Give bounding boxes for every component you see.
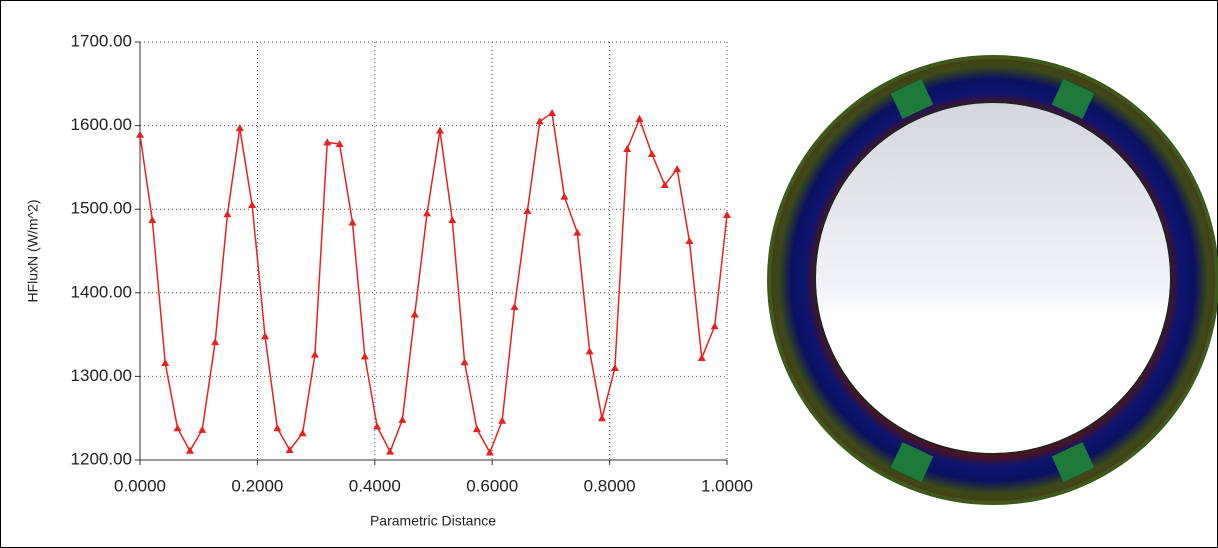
x-tick-label: 1.0000 (701, 476, 753, 495)
y-tick-label: 1200.00 (71, 449, 132, 468)
y-tick-label: 1600.00 (71, 115, 132, 134)
x-axis-label: Parametric Distance (370, 513, 496, 529)
x-tick-label: 0.4000 (349, 476, 401, 495)
y-tick-label: 1400.00 (71, 282, 132, 301)
y-tick-label: 1500.00 (71, 199, 132, 218)
x-tick-label: 0.0000 (114, 476, 166, 495)
y-tick-label: 1700.00 (71, 31, 132, 50)
x-tick-label: 0.2000 (231, 476, 283, 495)
inner-bore (815, 102, 1171, 454)
x-tick-label: 0.6000 (466, 476, 518, 495)
x-tick-label: 0.8000 (584, 476, 636, 495)
y-tick-label: 1300.00 (71, 366, 132, 385)
y-axis-label: HFluxN (W/m^2) (25, 199, 41, 302)
screenshot: Parametric Distance HFluxN (W/m^2) 1200.… (0, 0, 1218, 548)
ring-model (769, 57, 1217, 503)
